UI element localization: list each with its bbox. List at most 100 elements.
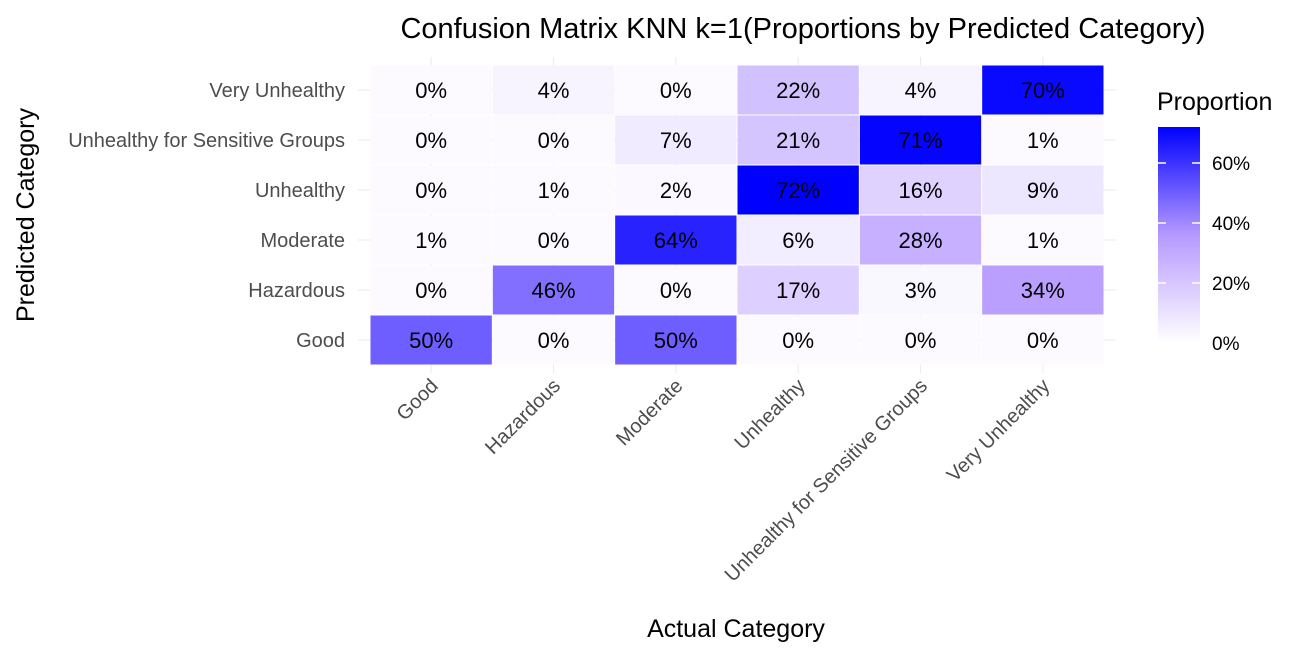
heatmap-cell <box>370 115 492 165</box>
heatmap-cell <box>859 115 982 165</box>
heatmap-cell <box>982 115 1104 165</box>
heatmap-cell <box>982 315 1104 365</box>
cell-value-label: 4% <box>905 78 937 103</box>
heatmap-cell <box>615 65 737 115</box>
heatmap-cell <box>370 215 492 265</box>
cell-value-label: 28% <box>898 228 942 253</box>
y-axis-title: Predicted Category <box>12 108 40 323</box>
heatmap-cell <box>737 315 859 365</box>
heatmap-cell <box>859 65 982 115</box>
x-axis-title: Actual Category <box>647 615 825 643</box>
heatmap-cell <box>492 165 615 215</box>
heatmap-cells <box>370 65 1104 365</box>
cell-value-label: 21% <box>776 128 820 153</box>
chart-title: Confusion Matrix KNN k=1(Proportions by … <box>400 13 1205 45</box>
heatmap-cell <box>492 215 615 265</box>
cell-value-label: 50% <box>654 328 698 353</box>
y-tick-label: Unhealthy for Sensitive Groups <box>68 130 345 152</box>
cell-value-label: 1% <box>1027 228 1059 253</box>
cell-value-label: 1% <box>538 178 570 203</box>
y-tick-label: Very Unhealthy <box>209 80 345 102</box>
heatmap-cell <box>737 265 859 315</box>
x-tick-label: Moderate <box>612 375 687 450</box>
x-tick-label: Unhealthy <box>730 375 809 454</box>
heatmap-cell <box>492 115 615 165</box>
heatmap-cell <box>492 315 615 365</box>
heatmap-cell <box>615 215 737 265</box>
heatmap-cell <box>615 265 737 315</box>
cell-value-label: 2% <box>660 178 692 203</box>
cell-value-label: 70% <box>1021 78 1065 103</box>
cell-value-label: 0% <box>415 178 447 203</box>
legend-ticks: 0% 20% 40% 60% <box>1158 154 1250 355</box>
cell-value-label: 6% <box>782 228 814 253</box>
legend-colorbar <box>1158 127 1200 343</box>
cell-value-label: 34% <box>1021 278 1065 303</box>
x-tick-label: Very Unhealthy <box>943 375 1054 486</box>
y-axis-tick-labels: Good Hazardous Moderate Unhealthy Unhealthy … <box>68 80 345 352</box>
cell-value-label: 0% <box>415 78 447 103</box>
heatmap-cell <box>370 315 492 365</box>
heatmap-cell <box>492 265 615 315</box>
heatmap-cell <box>737 65 859 115</box>
cell-value-label: 0% <box>660 278 692 303</box>
heatmap-cell <box>982 65 1104 115</box>
cell-value-label: 9% <box>1027 178 1059 203</box>
cell-value-label: 64% <box>654 228 698 253</box>
heatmap-cell <box>737 215 859 265</box>
heatmap-cell <box>370 65 492 115</box>
heatmap-cell <box>859 315 982 365</box>
heatmap-cell <box>615 165 737 215</box>
cell-value-label: 4% <box>538 78 570 103</box>
heatmap-cell <box>615 115 737 165</box>
cell-value-label: 72% <box>776 178 820 203</box>
heatmap-cell <box>859 265 982 315</box>
legend-tick-label: 20% <box>1212 274 1250 295</box>
cell-value-label: 0% <box>415 128 447 153</box>
cell-value-label: 1% <box>1027 128 1059 153</box>
heatmap-cell <box>859 165 982 215</box>
cell-value-label: 0% <box>660 78 692 103</box>
heatmap-cell <box>737 115 859 165</box>
cell-value-label: 71% <box>898 128 942 153</box>
cell-value-label: 0% <box>1027 328 1059 353</box>
heatmap-cell <box>615 315 737 365</box>
x-axis-tick-labels: Good Hazardous Moderate UnhealthyUnhealthy … <box>393 375 1055 586</box>
heatmap-cell <box>859 215 982 265</box>
cell-value-label: 0% <box>415 278 447 303</box>
x-tick-label: Good <box>393 375 443 425</box>
cell-value-label: 3% <box>905 278 937 303</box>
legend-tick-label: 60% <box>1212 154 1250 175</box>
y-tick-label: Good <box>296 330 345 352</box>
cell-value-label: 7% <box>660 128 692 153</box>
cell-value-label: 0% <box>782 328 814 353</box>
cell-value-label: 0% <box>905 328 937 353</box>
cell-value-label: 0% <box>538 328 570 353</box>
heatmap-cell <box>737 165 859 215</box>
legend-title: Proportion <box>1157 88 1272 116</box>
cell-value-label: 22% <box>776 78 820 103</box>
heatmap-cell <box>492 65 615 115</box>
cell-value-label: 0% <box>538 228 570 253</box>
cell-value-label: 0% <box>538 128 570 153</box>
x-tick-label: Hazardous <box>481 375 565 459</box>
heatmap-cell <box>982 165 1104 215</box>
cell-labels: 50% 0% 50% 0% 0% 0% 0% 46% 0% 17% 3% 34% 1% 0% 64% 6% 28… <box>409 78 1065 353</box>
heatmap-cell <box>982 215 1104 265</box>
legend-tick-label: 40% <box>1212 214 1250 235</box>
cell-value-label: 1% <box>415 228 447 253</box>
legend: Proportion 0% 20% 40% 60% <box>1157 88 1272 355</box>
y-tick-label: Unhealthy <box>255 180 345 202</box>
legend-tick-label: 0% <box>1212 334 1240 355</box>
cell-value-label: 46% <box>531 278 575 303</box>
heatmap-cell <box>370 165 492 215</box>
heatmap-cell <box>370 265 492 315</box>
y-tick-label: Moderate <box>261 230 346 252</box>
cell-value-label: 17% <box>776 278 820 303</box>
cell-value-label: 16% <box>898 178 942 203</box>
y-tick-label: Hazardous <box>248 280 345 302</box>
heatmap-cell <box>982 265 1104 315</box>
x-tick-label: Unhealthy for Sensitive Groups <box>721 375 932 586</box>
